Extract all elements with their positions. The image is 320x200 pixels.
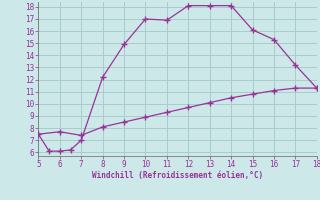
X-axis label: Windchill (Refroidissement éolien,°C): Windchill (Refroidissement éolien,°C) (92, 171, 263, 180)
